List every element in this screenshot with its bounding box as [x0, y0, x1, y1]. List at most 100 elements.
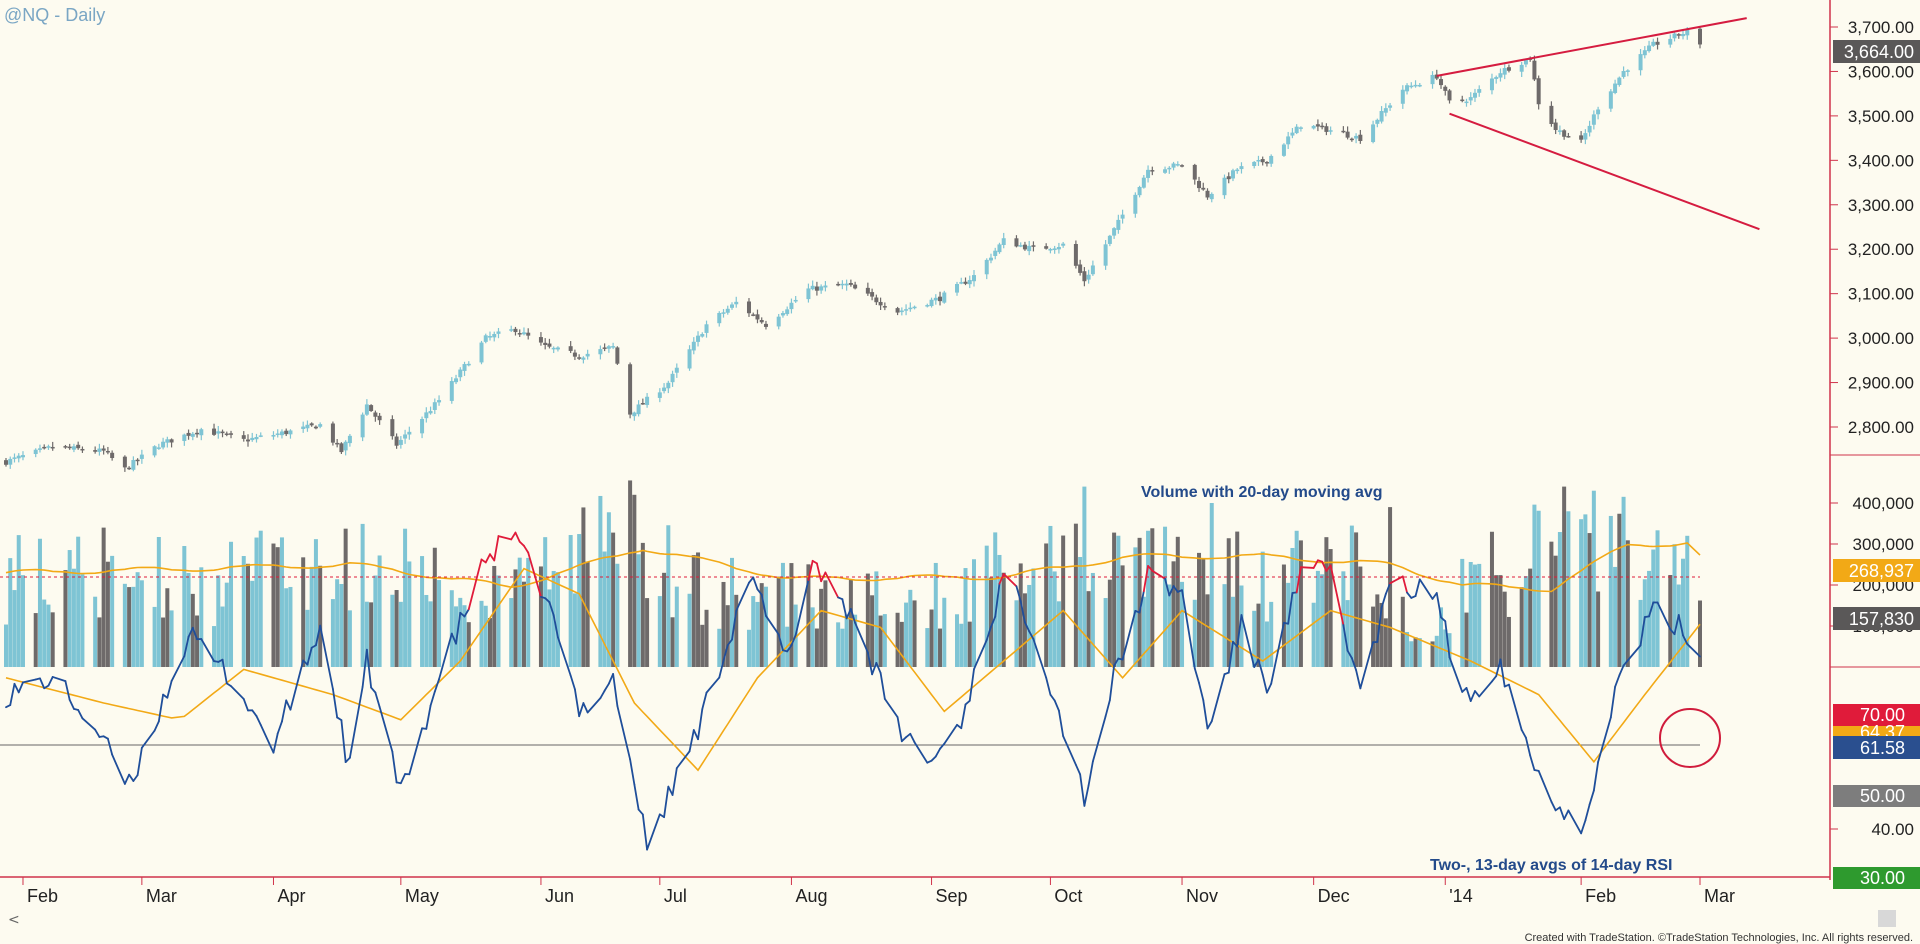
rsi-fast-segment	[497, 535, 513, 541]
candle	[1226, 172, 1231, 184]
candle	[1698, 25, 1702, 49]
volume-bar	[925, 628, 930, 667]
rsi-fast-segment	[701, 691, 708, 711]
rsi-fast-segment	[896, 716, 903, 743]
volume-bar	[691, 555, 696, 667]
rsi-fast-segment	[1002, 573, 1018, 588]
overbought-label: 70.00	[1860, 705, 1905, 725]
candle-body	[309, 423, 314, 426]
rsi-fast-segment	[1142, 565, 1149, 593]
rsi-fast-segment	[1058, 709, 1065, 737]
rsi-fast-segment	[1168, 585, 1175, 597]
volume-bar	[746, 629, 751, 667]
candle	[1668, 34, 1673, 48]
volume-bar	[1022, 593, 1027, 667]
candle-body	[1061, 243, 1066, 246]
rsi-fast-segment	[157, 693, 164, 723]
candle	[377, 412, 382, 425]
scroll-corner[interactable]	[1878, 910, 1896, 927]
candle-body	[1375, 119, 1380, 124]
volume-bar	[313, 539, 318, 667]
candle-body	[271, 435, 276, 437]
candle	[517, 329, 522, 337]
rsi-fast-segment	[1083, 784, 1090, 807]
candle-body	[220, 431, 225, 434]
rsi-fast-segment	[1024, 621, 1031, 633]
candle-body	[156, 447, 161, 449]
date-tick-label: Feb	[27, 886, 58, 906]
candle	[823, 281, 828, 292]
volume-bar	[759, 583, 764, 667]
rsi-fast-segment	[1202, 699, 1209, 730]
candle	[734, 296, 739, 308]
volume-bar	[882, 614, 887, 667]
rsi-fast-segment	[646, 813, 661, 851]
volume-bar	[229, 541, 234, 667]
volume-bar	[483, 605, 488, 667]
rsi-fast-segment	[1113, 657, 1120, 667]
candle	[250, 432, 255, 442]
rsi-fast-segment	[1592, 761, 1600, 792]
rsi-fast-segment	[221, 658, 228, 685]
volume-bar	[186, 572, 191, 667]
rsi-fast-segment	[1198, 682, 1205, 701]
candle-body	[1698, 28, 1702, 45]
volume-bar	[1591, 490, 1596, 667]
candle-body	[199, 429, 204, 436]
rsi-fast-segment	[187, 626, 194, 638]
volume-bar	[424, 594, 429, 667]
candle-body	[1201, 187, 1206, 190]
candle-body	[301, 426, 306, 429]
volume-bar	[1018, 563, 1023, 667]
candle-body	[165, 439, 170, 443]
rsi-fast-segment	[1138, 590, 1145, 614]
candle-body	[704, 324, 709, 333]
candle-body	[933, 297, 938, 301]
rsi-fast-segment	[1469, 690, 1476, 702]
rsi-fast-segment	[612, 673, 619, 707]
rsi-fast-segment	[1300, 566, 1315, 569]
volume-bar	[364, 601, 369, 667]
rsi-fast-segment	[1448, 656, 1464, 693]
volume-bar	[853, 614, 858, 667]
rsi-fast-segment	[94, 728, 101, 738]
candle	[572, 349, 577, 361]
rsi-fast-segment	[1147, 565, 1154, 572]
candle-body	[1311, 125, 1316, 129]
candle	[988, 253, 993, 264]
rsi-fast-badge: 61.58	[1833, 736, 1920, 759]
candle-body	[71, 446, 76, 450]
volume-bar	[279, 537, 284, 667]
candle	[585, 349, 590, 360]
candle	[1192, 163, 1197, 185]
volume-bar	[1112, 532, 1117, 667]
volume-bar	[1056, 601, 1061, 667]
candle-body	[347, 435, 352, 444]
candle-body	[1163, 169, 1168, 173]
candle	[165, 436, 170, 448]
volume-bar	[751, 596, 756, 667]
candle-body	[1001, 238, 1006, 245]
horizontal-scrollbar[interactable]: <	[0, 908, 1920, 930]
candle-body	[1022, 244, 1027, 250]
candle	[1086, 269, 1091, 284]
volume-bar	[339, 583, 344, 667]
candle-body	[1613, 83, 1618, 94]
volume-bar	[1044, 543, 1049, 667]
volume-bar	[1260, 551, 1265, 667]
volume-bar	[513, 569, 518, 667]
candle-body	[1133, 194, 1138, 214]
candle	[763, 320, 768, 330]
rsi-fast-label: 61.58	[1860, 738, 1905, 758]
left-arrow-icon[interactable]: <	[8, 912, 20, 928]
rsi-fast-segment	[726, 638, 733, 647]
volume-bar	[4, 624, 8, 667]
rsi-pane-title: Two-, 13-day avgs of 14-day RSI	[1430, 857, 1672, 874]
candle-body	[377, 415, 382, 421]
volume-bar	[449, 590, 454, 667]
candle	[840, 280, 845, 290]
candle	[1163, 166, 1168, 174]
candle	[199, 427, 204, 441]
